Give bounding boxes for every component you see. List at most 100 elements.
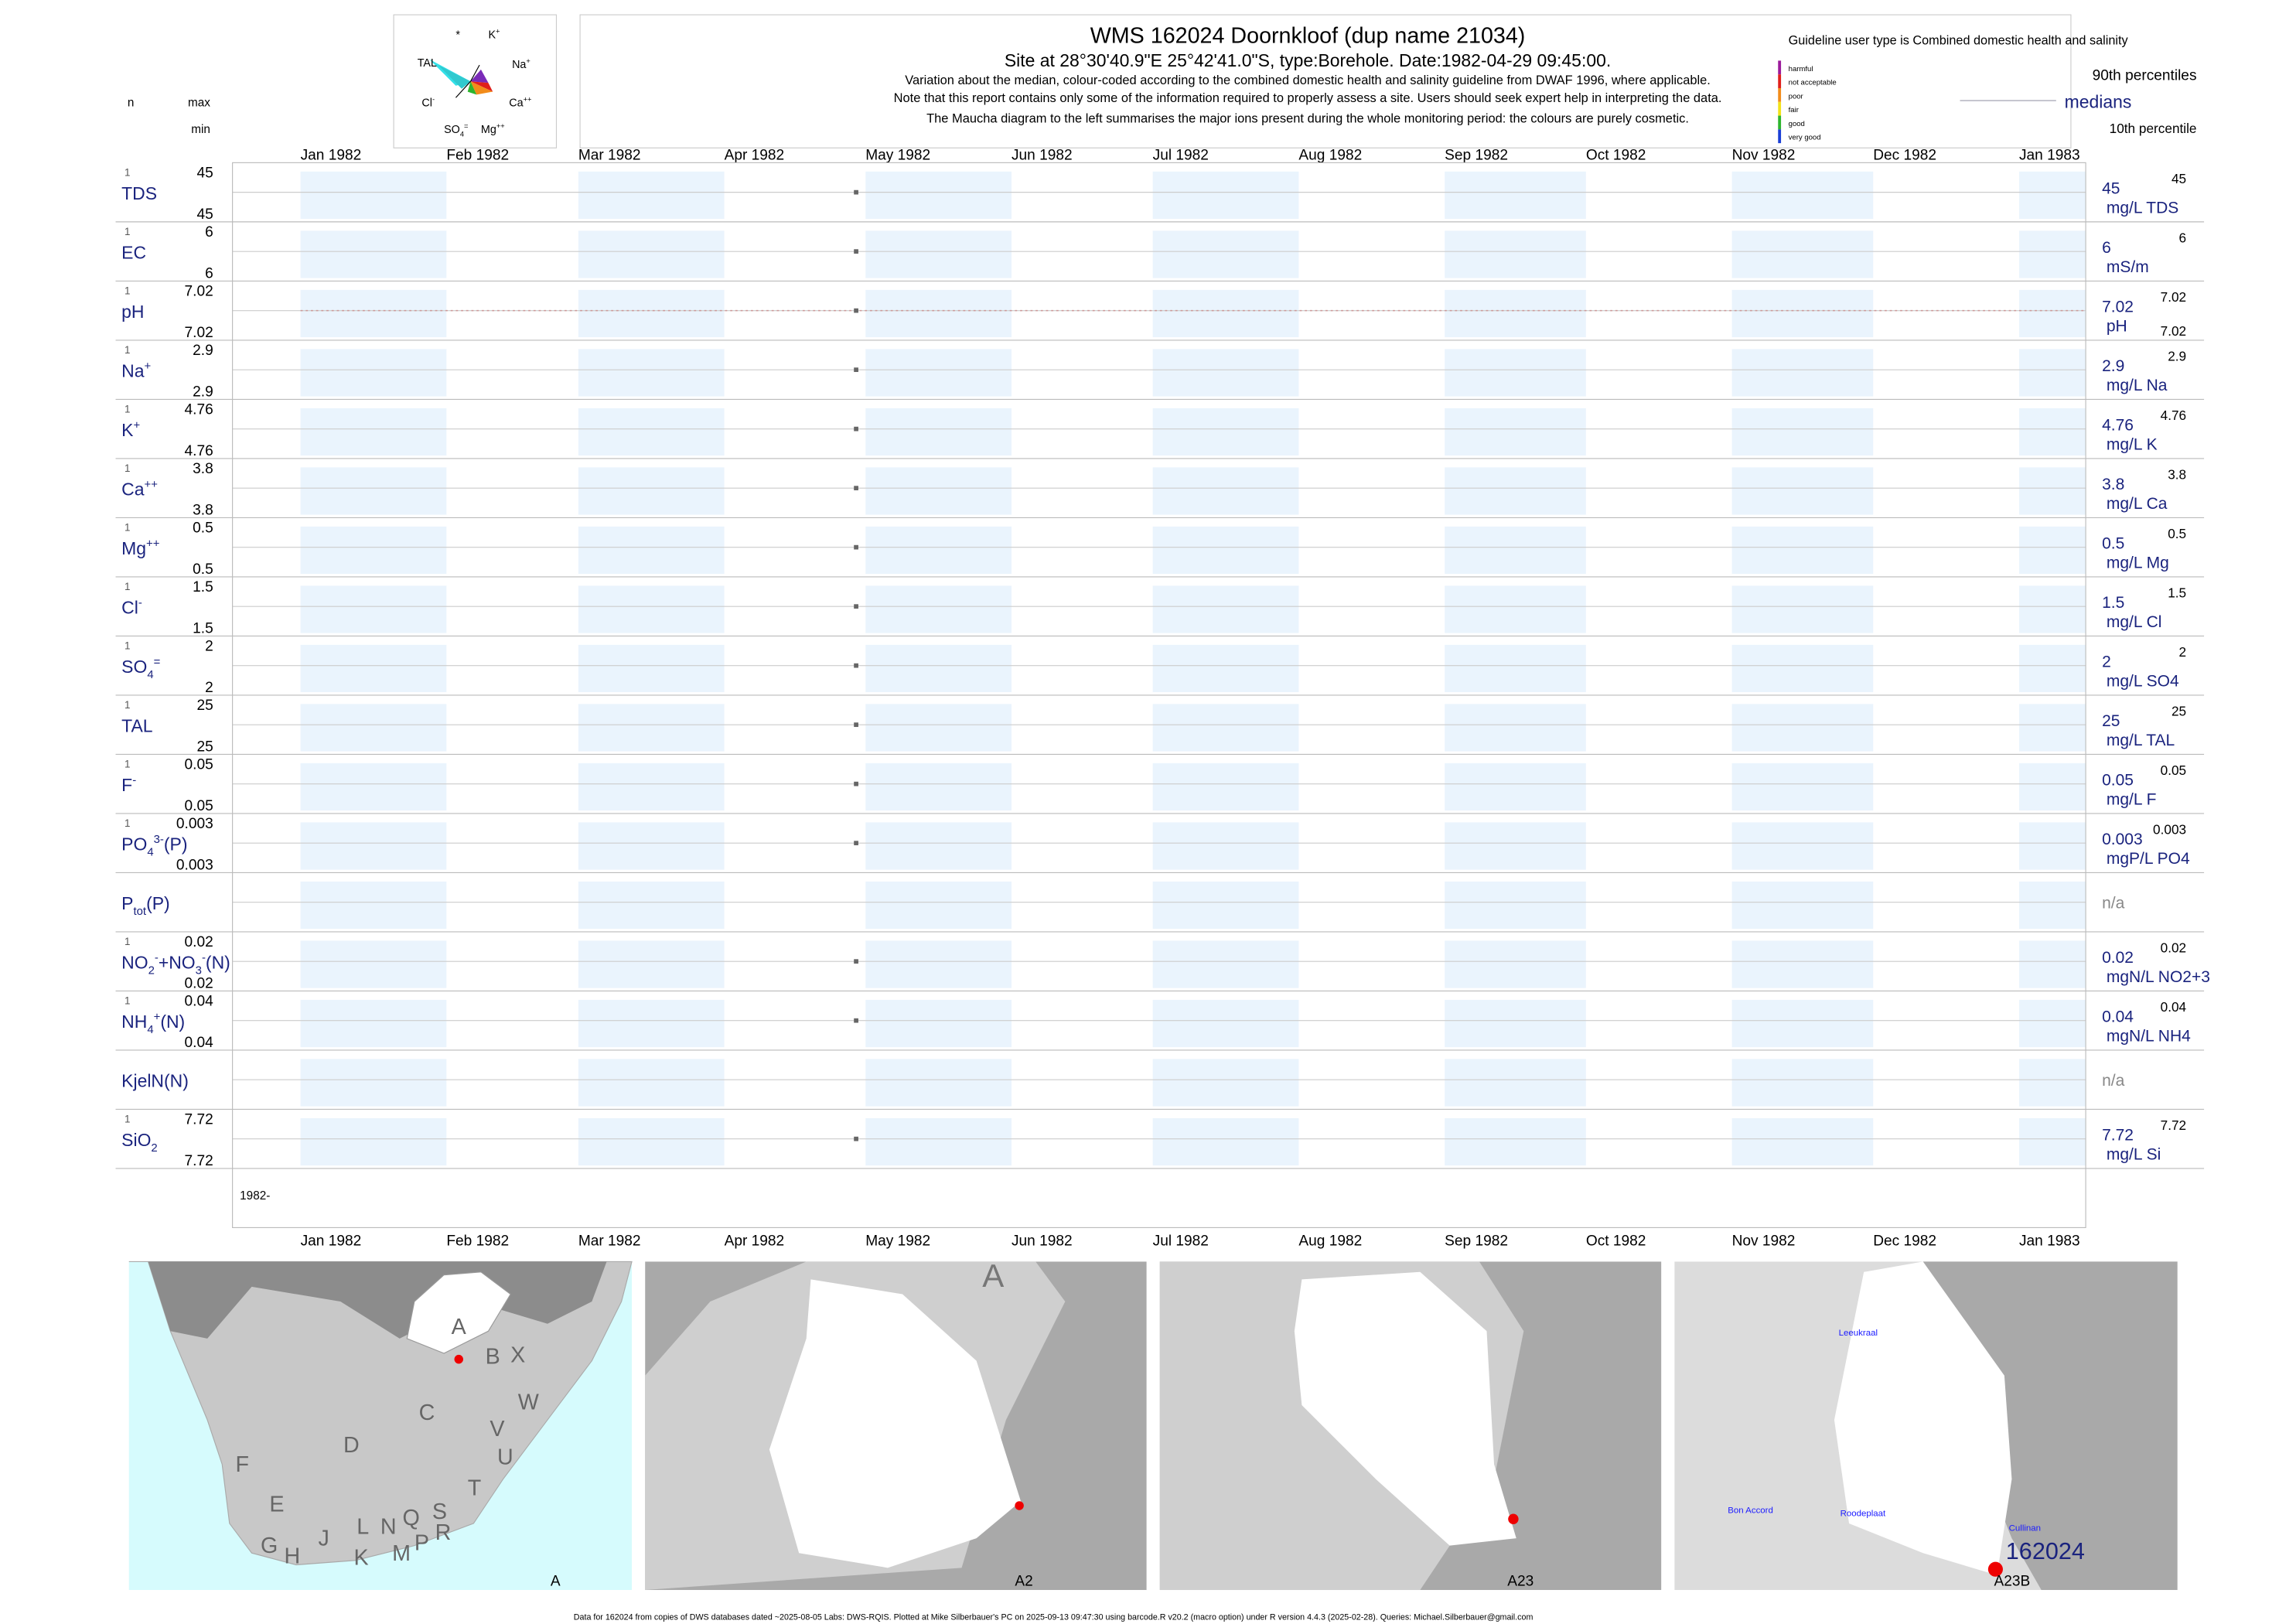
label-part: P xyxy=(121,893,133,913)
maucha-label: K+ xyxy=(488,28,500,42)
month-band xyxy=(1152,999,1299,1048)
label-part: + xyxy=(133,420,140,432)
month-band xyxy=(578,763,725,811)
month-band xyxy=(2019,349,2086,397)
month-band xyxy=(300,289,447,338)
month-band xyxy=(578,408,725,456)
maucha-box xyxy=(393,14,558,148)
month-band xyxy=(300,230,447,278)
sample-point xyxy=(854,722,858,728)
map-corner-label: A23 xyxy=(1507,1573,1534,1589)
parameter-label: K+ xyxy=(121,420,140,441)
report-subtitle: Site at 28°30'40.9"E 25°42'41.0"S, type:… xyxy=(1005,50,1611,70)
median-value: 4.76 xyxy=(2102,417,2134,435)
month-band xyxy=(1731,230,1874,278)
label-part: + xyxy=(145,360,152,373)
map-corner-label: A2 xyxy=(1015,1573,1032,1589)
label-part: SO xyxy=(444,124,460,136)
label-part: TAL xyxy=(418,57,437,70)
parameter-label: EC xyxy=(121,243,146,263)
region-label: B xyxy=(486,1344,500,1369)
label-part: = xyxy=(464,122,468,130)
median-value: 7.72 xyxy=(2102,1127,2134,1145)
label-part: - xyxy=(155,952,159,964)
guideline-class: harmful xyxy=(1789,65,1813,73)
label-part: tot xyxy=(133,906,146,918)
month-band xyxy=(300,763,447,811)
label-part: 4 xyxy=(147,847,153,859)
label-part: Mg xyxy=(121,538,146,558)
month-band xyxy=(1731,1059,1874,1107)
label-part: ++ xyxy=(524,96,532,104)
month-band xyxy=(1731,526,1874,575)
unit: mg/L TAL xyxy=(2107,732,2175,749)
month-band xyxy=(1152,763,1299,811)
sample-count: 1 xyxy=(125,226,130,237)
month-label-top: Sep 1982 xyxy=(1445,148,1508,164)
header-box xyxy=(579,14,2072,148)
unit: mg/L Ca xyxy=(2107,495,2168,513)
month-band xyxy=(300,940,447,988)
month-band xyxy=(300,999,447,1048)
month-band xyxy=(578,585,725,633)
min-value: 2 xyxy=(205,680,213,696)
site-marker xyxy=(454,1354,463,1364)
parameter-label: Cl- xyxy=(121,597,142,618)
month-band xyxy=(1731,763,1874,811)
parameter-label: SO4= xyxy=(121,657,160,682)
header-note: Variation about the median, colour-coded… xyxy=(905,73,1711,87)
header-note: The Maucha diagram to the left summarise… xyxy=(926,112,1689,126)
label-part: SiO xyxy=(121,1130,151,1150)
month-band xyxy=(2019,1117,2086,1166)
month-band xyxy=(1445,1117,1586,1166)
median-na: n/a xyxy=(2102,894,2125,912)
month-band xyxy=(1152,349,1299,397)
month-label-bottom: Jan 1982 xyxy=(301,1233,362,1249)
sample-point xyxy=(854,841,858,846)
sample-count: 1 xyxy=(125,1114,130,1125)
month-band xyxy=(1445,349,1586,397)
region-label: H xyxy=(285,1544,301,1569)
sample-count: 1 xyxy=(125,167,130,179)
parameter-label: NO2-+NO3-(N) xyxy=(121,952,230,977)
month-band xyxy=(1152,526,1299,575)
month-label-bottom: Jan 1983 xyxy=(2019,1233,2080,1249)
unit: pH xyxy=(2107,317,2127,335)
sample-count: 1 xyxy=(125,581,130,592)
month-band xyxy=(865,349,1012,397)
map-catchment xyxy=(1294,1271,1516,1546)
month-band xyxy=(1731,999,1874,1048)
legend-medians: medians xyxy=(2065,92,2132,112)
map-corner-label: A xyxy=(551,1573,561,1589)
month-band xyxy=(865,999,1012,1048)
sample-count: 1 xyxy=(125,817,130,829)
parameter-label: Ptot(P) xyxy=(121,893,169,918)
parameter-label: TAL xyxy=(121,716,152,736)
sample-point xyxy=(854,544,858,550)
p90-value: 2 xyxy=(2179,644,2187,660)
column-head-n: n xyxy=(128,97,135,110)
guideline-swatch xyxy=(1778,115,1782,130)
map-land xyxy=(128,1261,633,1566)
label-part: 3 xyxy=(196,965,202,977)
site-marker xyxy=(1508,1513,1519,1524)
month-band xyxy=(300,1117,447,1166)
region-label: D xyxy=(343,1433,360,1458)
month-band xyxy=(300,171,447,220)
region-label: U xyxy=(497,1445,513,1469)
month-band xyxy=(1152,171,1299,220)
sample-count: 1 xyxy=(125,404,130,415)
p90-value: 3.8 xyxy=(2168,467,2186,483)
label-part: + xyxy=(154,1012,161,1024)
month-band xyxy=(1731,1117,1874,1166)
label-part: NO xyxy=(121,953,148,973)
region-label: A xyxy=(982,1257,1004,1294)
region-label: G xyxy=(261,1534,278,1558)
p90-value: 0.5 xyxy=(2168,526,2186,541)
label-part: F xyxy=(121,775,132,795)
label-part: - xyxy=(432,96,435,104)
min-value: 6 xyxy=(205,266,213,282)
month-band xyxy=(578,526,725,575)
month-label-bottom: Nov 1982 xyxy=(1732,1233,1796,1249)
